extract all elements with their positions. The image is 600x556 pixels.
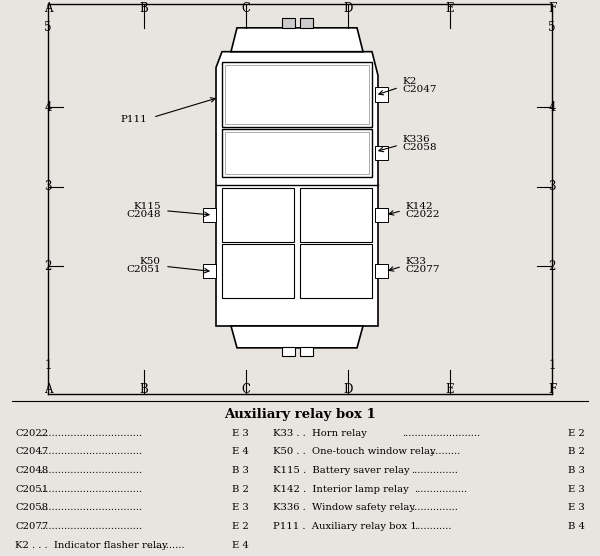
Text: .........................: ......................... [402, 429, 480, 438]
Text: .................................: ................................. [39, 522, 142, 531]
Bar [222, 245, 294, 298]
Text: ............: ............ [147, 541, 185, 550]
Bar [222, 62, 372, 127]
Bar [300, 347, 313, 356]
Bar [375, 146, 388, 160]
Bar [222, 187, 294, 242]
Text: E 3: E 3 [232, 429, 249, 438]
Text: 3: 3 [44, 180, 52, 193]
Text: C: C [241, 383, 251, 395]
Text: 4: 4 [548, 101, 556, 114]
Text: C2051: C2051 [15, 485, 48, 494]
Bar [225, 65, 369, 124]
Text: C2047: C2047 [15, 448, 48, 456]
Text: .................................: ................................. [39, 504, 142, 513]
Text: 5: 5 [548, 21, 556, 34]
Bar [375, 87, 388, 102]
Text: 1: 1 [548, 359, 556, 372]
Text: 1: 1 [44, 359, 52, 372]
Text: F: F [548, 2, 556, 15]
Text: .................................: ................................. [39, 429, 142, 438]
Text: ..........: .......... [429, 448, 460, 456]
Text: .................................: ................................. [39, 448, 142, 456]
Text: A: A [44, 2, 52, 15]
Text: B 2: B 2 [232, 485, 249, 494]
Text: K336 .  Window safety relay: K336 . Window safety relay [273, 504, 415, 513]
Text: K115: K115 [133, 202, 161, 211]
Text: K142: K142 [405, 202, 433, 211]
Text: C2051: C2051 [127, 265, 161, 274]
Text: .................: ................. [414, 485, 467, 494]
PathPatch shape [231, 326, 363, 348]
Text: E 2: E 2 [568, 429, 585, 438]
Text: C2058: C2058 [402, 142, 437, 152]
Text: K50 . .  One-touch window relay: K50 . . One-touch window relay [273, 448, 436, 456]
Bar [203, 264, 216, 279]
Text: B: B [140, 2, 148, 15]
PathPatch shape [216, 52, 378, 326]
Bar [300, 245, 372, 298]
Text: K142 .  Interior lamp relay: K142 . Interior lamp relay [273, 485, 409, 494]
Text: A: A [44, 383, 52, 395]
Text: B 3: B 3 [568, 466, 585, 475]
Text: K33 . .  Horn relay: K33 . . Horn relay [273, 429, 367, 438]
Text: 3: 3 [548, 180, 556, 193]
Text: Auxiliary relay box 1: Auxiliary relay box 1 [224, 409, 376, 421]
Text: .................................: ................................. [39, 466, 142, 475]
Text: K2: K2 [402, 77, 416, 86]
Text: C2047: C2047 [402, 85, 437, 94]
Bar [222, 129, 372, 177]
Text: D: D [343, 383, 353, 395]
Bar [300, 18, 313, 28]
Text: C2048: C2048 [127, 210, 161, 219]
Bar [375, 264, 388, 279]
Text: ...............: ............... [411, 466, 458, 475]
Text: E: E [446, 383, 454, 395]
Bar [375, 208, 388, 222]
Text: E 3: E 3 [232, 504, 249, 513]
Text: F: F [548, 383, 556, 395]
Text: E 4: E 4 [232, 448, 249, 456]
Bar [282, 18, 295, 28]
Text: D: D [343, 2, 353, 15]
Text: E 3: E 3 [568, 485, 585, 494]
Text: B 3: B 3 [232, 466, 249, 475]
Text: E 2: E 2 [232, 522, 249, 531]
Text: E 3: E 3 [568, 504, 585, 513]
Bar [203, 208, 216, 222]
Text: 4: 4 [44, 101, 52, 114]
Text: 5: 5 [44, 21, 52, 34]
Text: 2: 2 [44, 260, 52, 273]
Text: ...............: ............... [411, 504, 458, 513]
Text: K115 .  Battery saver relay: K115 . Battery saver relay [273, 466, 410, 475]
Text: K33: K33 [405, 257, 426, 266]
Text: C2048: C2048 [15, 466, 48, 475]
Text: E 4: E 4 [232, 541, 249, 550]
Text: K2 . . .  Indicator flasher relay: K2 . . . Indicator flasher relay [15, 541, 167, 550]
Text: K336: K336 [402, 135, 430, 143]
Bar [225, 132, 369, 173]
Text: B: B [140, 383, 148, 395]
Text: C2022: C2022 [15, 429, 48, 438]
Text: C2077: C2077 [405, 265, 439, 274]
Text: 2: 2 [548, 260, 556, 273]
Text: K50: K50 [140, 257, 161, 266]
Text: P111 .  Auxiliary relay box 1: P111 . Auxiliary relay box 1 [273, 522, 417, 531]
Bar [282, 347, 295, 356]
Text: P111: P111 [120, 115, 147, 124]
Text: B 4: B 4 [568, 522, 585, 531]
Text: B 2: B 2 [568, 448, 585, 456]
Text: .................................: ................................. [39, 485, 142, 494]
Text: E: E [446, 2, 454, 15]
Text: C2022: C2022 [405, 210, 439, 219]
Bar [300, 187, 372, 242]
Text: C2058: C2058 [15, 504, 48, 513]
Text: C: C [241, 2, 251, 15]
PathPatch shape [231, 28, 363, 52]
Text: C2077: C2077 [15, 522, 48, 531]
Text: ............: ............ [414, 522, 451, 531]
